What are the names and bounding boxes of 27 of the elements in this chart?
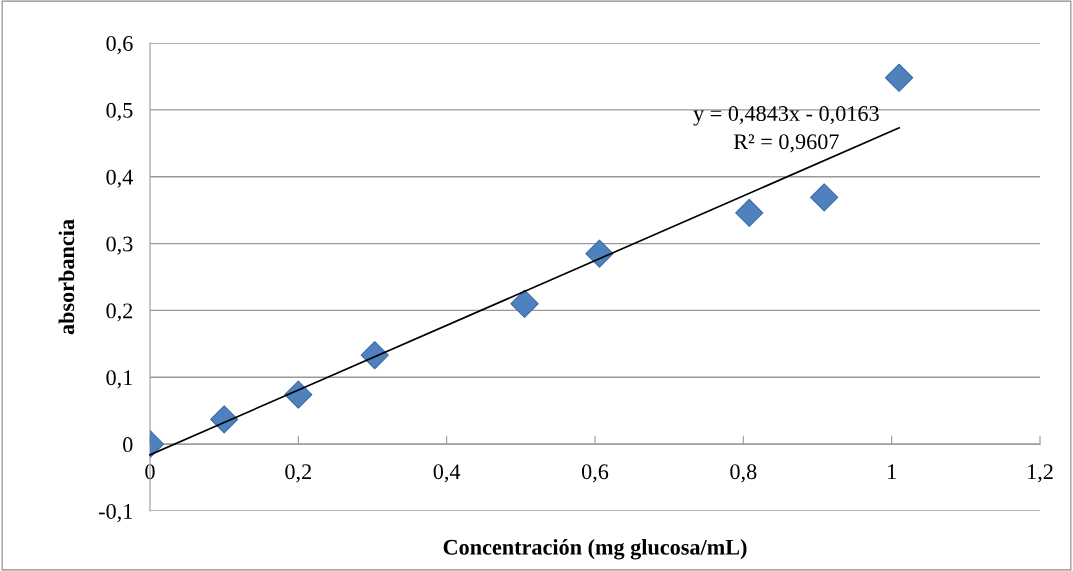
x-tick-label: 0,8 — [730, 464, 757, 483]
x-tick-label: 1 — [888, 464, 896, 480]
x-tick-label: 0 — [145, 464, 155, 480]
annotation: y = 0,4843x - 0,0163 — [693, 106, 879, 126]
x-tick-label: 1,2 — [1028, 464, 1053, 483]
x-tick-label: 0,6 — [581, 464, 609, 483]
y-tick-label: 0 — [123, 437, 133, 453]
y-tick-label: 0,2 — [106, 303, 133, 322]
point — [284, 380, 313, 409]
point — [585, 239, 614, 268]
x-tick-label: 0,2 — [285, 464, 311, 483]
y-tick-label: -0,1 — [98, 503, 132, 523]
point — [884, 63, 914, 92]
point — [360, 341, 389, 370]
y-tick-label: 0,1 — [106, 370, 132, 389]
point — [510, 289, 539, 318]
point — [735, 198, 764, 227]
y-tick-label: 0,6 — [106, 35, 133, 55]
x-axis-title: Concentración (mg glucosa/mL) — [443, 539, 747, 560]
annotation: R² = 0,9607 — [733, 134, 839, 153]
y-axis-title: absorbancia — [58, 219, 75, 335]
point — [810, 183, 839, 212]
y-tick-label: 0,4 — [106, 169, 133, 188]
y-tick-label: 0,5 — [106, 102, 133, 121]
x-tick-label: 0,4 — [433, 464, 461, 483]
y-tick-label: 0,3 — [106, 236, 133, 255]
point — [210, 405, 239, 434]
